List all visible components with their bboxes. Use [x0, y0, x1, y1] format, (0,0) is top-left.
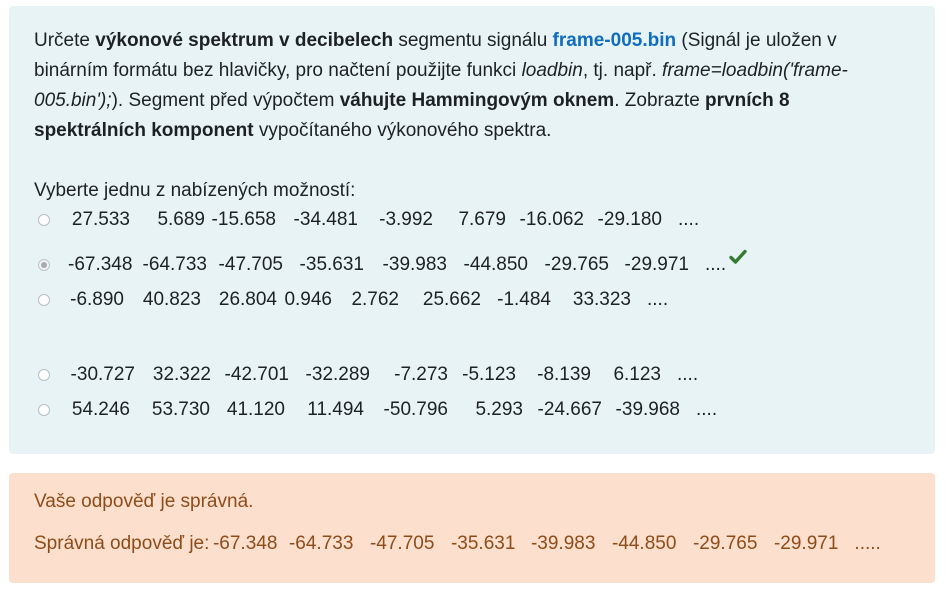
- feedback-result: Vaše odpověď je správná.: [34, 491, 254, 512]
- option-ellipsis: ....: [678, 209, 700, 230]
- option-value: -34.481: [293, 209, 358, 230]
- option-value: 41.120: [226, 399, 285, 420]
- question-text-part: ). Segment před výpočtem: [111, 90, 340, 111]
- correct-answer-value: -39.983: [530, 533, 596, 554]
- option-value: -39.983: [382, 254, 447, 275]
- question-text-part: Určete: [34, 30, 96, 51]
- option-value: 25.662: [422, 289, 481, 310]
- answer-prompt: Vyberte jednu z nabízených možností:: [34, 180, 356, 201]
- option-ellipsis: ....: [696, 399, 718, 420]
- option-value: -35.631: [299, 254, 364, 275]
- option-value: -39.968: [615, 399, 680, 420]
- option-value: 54.246: [71, 399, 130, 420]
- check-icon: [728, 247, 748, 267]
- option-value: -16.062: [519, 209, 584, 230]
- option-ellipsis: ....: [705, 254, 727, 275]
- correct-answer-value: -47.705: [369, 533, 435, 554]
- option-value: -29.971: [624, 254, 689, 275]
- correct-answer-values: -67.348 -64.733 -47.705 -35.631 -39.983 -44.8…: [209, 531, 881, 557]
- radio-button[interactable]: [38, 369, 50, 381]
- option-value: 5.293: [475, 399, 523, 420]
- question-text-part: segmentu signálu: [393, 30, 553, 51]
- question-italic-part: loadbin: [521, 60, 583, 81]
- option-value: 26.804: [218, 289, 277, 310]
- correct-answer: Správná odpověď je: -67.348 -64.733 -47.70…: [34, 531, 910, 557]
- question-text: Určete výkonové spektrum v decibelech se…: [34, 26, 902, 146]
- question-bold-part: prvních 8 spektrálních komponent: [34, 90, 790, 141]
- question-bold-part: výkonové spektrum v decibelech: [95, 30, 394, 51]
- feedback-panel: Vaše odpověď je správná. Správná odpověď…: [9, 473, 935, 583]
- option-value: -29.765: [544, 254, 609, 275]
- option-value: -42.701: [224, 364, 289, 385]
- answer-option[interactable]: -67.348 -64.733 -47.705 -35.631 -39.983 -44.8…: [36, 247, 748, 280]
- correct-answer-value: -44.850: [611, 533, 677, 554]
- file-link[interactable]: frame-005.bin: [552, 30, 677, 51]
- option-value: -24.667: [537, 399, 602, 420]
- correct-answer-value: -29.765: [692, 533, 758, 554]
- option-value: -67.348: [68, 254, 133, 275]
- option-value: 5.689: [157, 209, 205, 230]
- question-bold-part: váhujte Hammingovým oknem: [339, 90, 615, 111]
- option-values: 27.533 5.689 -15.658 -34.481 -3.992 7.679 -16.…: [68, 209, 699, 231]
- option-value: 32.322: [152, 364, 211, 385]
- option-value: 27.533: [71, 209, 130, 230]
- option-values: -30.727 32.322 -42.701 -32.289 -7.273 -5.123-…: [68, 364, 699, 386]
- correct-answer-value: -29.971: [773, 533, 839, 554]
- option-value: -50.796: [383, 399, 448, 420]
- radio-button[interactable]: [38, 259, 50, 271]
- option-value: -15.658: [211, 209, 276, 230]
- question-panel: Určete výkonové spektrum v decibelech se…: [9, 6, 935, 454]
- option-values: -67.348 -64.733 -47.705 -35.631 -39.983 -44.8…: [68, 254, 726, 276]
- option-ellipsis: ....: [647, 289, 669, 310]
- option-value: -8.139: [537, 364, 591, 385]
- option-value: -64.733: [142, 254, 207, 275]
- option-value: 6.123: [613, 364, 661, 385]
- option-values: 54.246 53.730 41.120 11.494 -50.796 5.293 -24.…: [68, 399, 717, 421]
- answer-option[interactable]: 27.533 5.689 -15.658 -34.481 -3.992 7.679 -16.…: [36, 205, 699, 235]
- correct-answer-value: -64.733: [288, 533, 354, 554]
- answer-option[interactable]: -30.727 32.322 -42.701 -32.289 -7.273 -5.123-…: [36, 360, 698, 390]
- option-value: -7.273: [394, 364, 448, 385]
- option-value: 33.323: [572, 289, 631, 310]
- question-text-part: . Zobrazte: [614, 90, 706, 111]
- correct-answer-ellipsis: .....: [854, 533, 881, 554]
- answer-option[interactable]: -6.890 40.823 26.804 0.946 2.762 25.662 -1.484…: [36, 285, 668, 315]
- option-value: -3.992: [379, 209, 433, 230]
- option-value: 7.679: [458, 209, 506, 230]
- question-italic-part: frame=loadbin('frame-005.bin');: [34, 60, 848, 111]
- correct-answer-value: -35.631: [450, 533, 516, 554]
- option-value: 53.730: [151, 399, 210, 420]
- option-value: -32.289: [305, 364, 370, 385]
- option-value: 2.762: [351, 289, 399, 310]
- option-value: -29.180: [597, 209, 662, 230]
- option-value: 40.823: [142, 289, 201, 310]
- option-value: 11.494: [307, 399, 364, 420]
- option-value: -5.123: [462, 364, 516, 385]
- option-ellipsis: ....: [677, 364, 699, 385]
- question-text-part: , tj. např.: [582, 60, 663, 81]
- option-value: -6.890: [70, 289, 124, 310]
- option-values: -6.890 40.823 26.804 0.946 2.762 25.662 -1.484…: [68, 289, 668, 311]
- radio-button[interactable]: [38, 404, 50, 416]
- option-value: 0.946: [284, 289, 332, 310]
- option-value: -47.705: [218, 254, 283, 275]
- answer-option[interactable]: 54.246 53.730 41.120 11.494 -50.796 5.293 -24.…: [36, 395, 717, 425]
- question-text-part: vypočítaného výkonového spektra.: [253, 120, 552, 141]
- radio-button[interactable]: [38, 214, 50, 226]
- option-value: -30.727: [70, 364, 135, 385]
- question-text-part: (Signál je uložen v binárním formátu bez…: [34, 30, 837, 81]
- correct-answer-value: -67.348: [212, 533, 278, 554]
- radio-button[interactable]: [38, 294, 50, 306]
- option-value: -1.484: [497, 289, 551, 310]
- option-value: -44.850: [463, 254, 528, 275]
- correct-answer-prefix: Správná odpověď je:: [34, 533, 210, 554]
